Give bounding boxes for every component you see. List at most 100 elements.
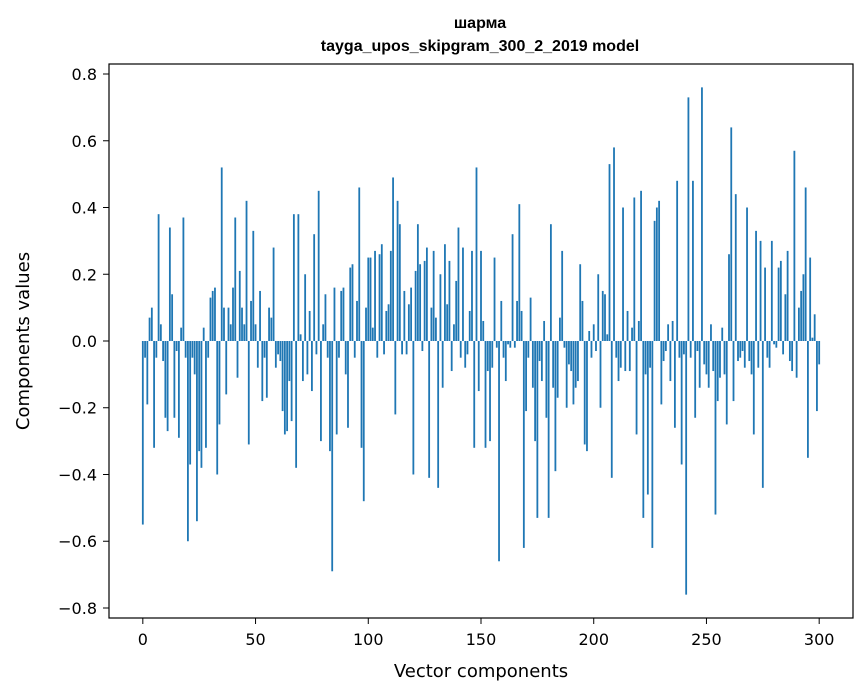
bar-272 bbox=[755, 230, 757, 341]
bar-204 bbox=[601, 290, 604, 341]
bar-133 bbox=[441, 341, 444, 388]
bar-38 bbox=[227, 307, 230, 341]
x-axis-ticks: 0 50 100 150 200 250 300 bbox=[138, 618, 834, 649]
bar-240 bbox=[683, 341, 685, 355]
bar-13 bbox=[171, 294, 174, 341]
bar-121 bbox=[414, 270, 417, 341]
bar-95 bbox=[356, 300, 358, 341]
bar-212 bbox=[619, 341, 622, 368]
bar-218 bbox=[633, 197, 636, 341]
bar-233 bbox=[667, 324, 670, 341]
bar-162 bbox=[507, 341, 509, 345]
bar-173 bbox=[531, 341, 534, 388]
bar-183 bbox=[554, 341, 557, 472]
bar-15 bbox=[175, 341, 178, 352]
bar-54 bbox=[263, 341, 266, 358]
bar-74 bbox=[308, 310, 311, 341]
bar-98 bbox=[362, 341, 365, 502]
bar-225 bbox=[649, 341, 651, 368]
bar-236 bbox=[673, 341, 676, 428]
bar-125 bbox=[423, 260, 426, 341]
bar-179 bbox=[545, 341, 548, 418]
bar-239 bbox=[680, 341, 683, 465]
bar-118 bbox=[407, 304, 410, 341]
bar-276 bbox=[764, 267, 766, 341]
bar-1 bbox=[144, 341, 146, 358]
bar-196 bbox=[583, 341, 586, 445]
bar-65 bbox=[288, 341, 291, 382]
y-tick-label-4: 0.0 bbox=[72, 332, 97, 351]
bar-16 bbox=[177, 341, 180, 438]
bar-107 bbox=[383, 341, 385, 355]
bar-138 bbox=[453, 324, 455, 341]
bar-237 bbox=[676, 180, 679, 341]
bar-99 bbox=[365, 307, 367, 341]
x-tick-label-50: 50 bbox=[245, 630, 265, 649]
x-tick-label-150: 150 bbox=[466, 630, 497, 649]
bar-71 bbox=[301, 341, 304, 382]
bar-243 bbox=[689, 341, 692, 358]
bar-207 bbox=[608, 164, 611, 341]
bar-105 bbox=[378, 254, 381, 341]
bar-186 bbox=[561, 250, 564, 341]
bar-150 bbox=[480, 250, 482, 341]
bar-6 bbox=[155, 341, 158, 358]
bar-266 bbox=[741, 341, 744, 352]
bar-285 bbox=[784, 294, 787, 341]
bar-4 bbox=[150, 307, 153, 341]
bar-144 bbox=[466, 341, 469, 355]
bar-263 bbox=[734, 194, 737, 341]
bar-214 bbox=[624, 341, 627, 372]
bar-79 bbox=[320, 341, 322, 442]
bars bbox=[141, 87, 821, 595]
bar-161 bbox=[504, 341, 507, 382]
bar-269 bbox=[748, 341, 751, 362]
bar-145 bbox=[468, 310, 471, 341]
bar-219 bbox=[635, 341, 638, 435]
bar-277 bbox=[766, 341, 769, 358]
bar-259 bbox=[725, 341, 728, 425]
bar-43 bbox=[238, 270, 241, 341]
bar-180 bbox=[547, 341, 550, 518]
bar-176 bbox=[538, 341, 541, 362]
bar-140 bbox=[457, 227, 460, 341]
bar-36 bbox=[223, 307, 225, 341]
bar-101 bbox=[369, 257, 372, 341]
bar-81 bbox=[324, 294, 327, 341]
bar-208 bbox=[610, 341, 613, 478]
bar-63 bbox=[283, 341, 286, 435]
bar-30 bbox=[209, 297, 212, 341]
bar-96 bbox=[358, 187, 361, 341]
bar-221 bbox=[640, 190, 642, 341]
bar-100 bbox=[367, 257, 370, 341]
bar-141 bbox=[459, 341, 462, 358]
bar-52 bbox=[259, 290, 261, 341]
bar-194 bbox=[579, 264, 582, 341]
bar-143 bbox=[464, 341, 467, 368]
bar-278 bbox=[768, 341, 771, 368]
bar-132 bbox=[439, 274, 442, 341]
bar-155 bbox=[491, 341, 494, 368]
bar-9 bbox=[162, 341, 165, 362]
bar-68 bbox=[295, 341, 298, 468]
bar-123 bbox=[419, 264, 422, 341]
bar-216 bbox=[628, 341, 631, 372]
bar-87 bbox=[338, 341, 340, 358]
bar-187 bbox=[563, 341, 566, 348]
bar-205 bbox=[604, 294, 606, 341]
bar-93 bbox=[351, 264, 354, 341]
bar-289 bbox=[793, 150, 796, 341]
y-tick-label-7: 0.6 bbox=[72, 132, 97, 151]
bar-108 bbox=[385, 310, 388, 341]
y-tick-label-0: −0.8 bbox=[58, 599, 97, 618]
bar-261 bbox=[730, 127, 733, 341]
bar-163 bbox=[509, 341, 512, 348]
bar-282 bbox=[777, 267, 780, 341]
x-tick-label-250: 250 bbox=[691, 630, 722, 649]
bar-66 bbox=[290, 341, 293, 422]
bar-119 bbox=[410, 287, 413, 341]
bar-45 bbox=[243, 324, 246, 341]
bar-53 bbox=[261, 341, 264, 402]
bar-129 bbox=[432, 250, 435, 341]
bar-7 bbox=[157, 214, 160, 341]
